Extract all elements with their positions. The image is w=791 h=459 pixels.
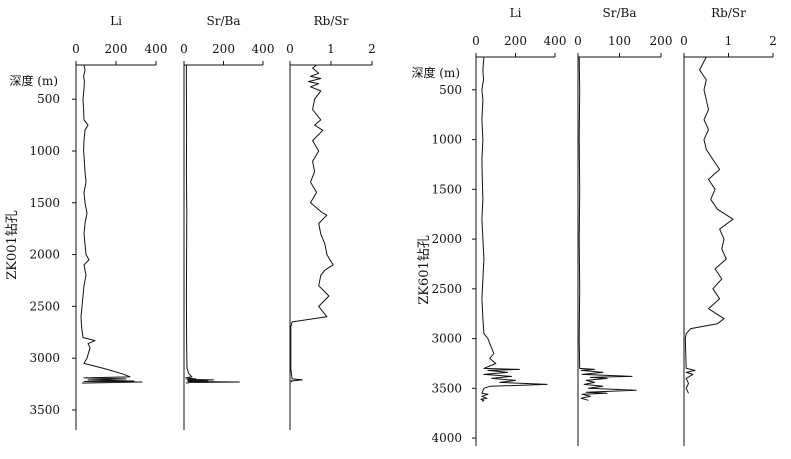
series-line-li (480, 56, 548, 402)
depth-tick-label: 1000 (29, 144, 60, 158)
depth-axis-label: 深度 (m) (9, 73, 58, 88)
x-tick-label: 0 (680, 34, 688, 48)
x-tick-label: 200 (105, 42, 128, 56)
series-line-rb-sr (290, 64, 334, 383)
x-tick-label: 1 (327, 42, 335, 56)
series-line-rb-sr (684, 56, 734, 394)
depth-tick-label: 3000 (431, 332, 462, 346)
series-line-li (80, 64, 143, 384)
depth-tick-label: 2000 (29, 248, 60, 262)
track-title: Li (110, 14, 122, 28)
depth-axis-label: 深度 (m) (411, 65, 460, 80)
depth-tick-label: 1500 (431, 182, 462, 196)
depth-tick-label: 3500 (431, 381, 462, 395)
x-tick-label: 2 (769, 34, 777, 48)
x-tick-label: 0 (472, 34, 480, 48)
well-label: ZK601钻孔 (417, 235, 432, 305)
x-tick-label: 100 (608, 34, 631, 48)
depth-tick-label: 3000 (29, 351, 60, 365)
x-tick-label: 200 (504, 34, 527, 48)
depth-tick-label: 3500 (29, 403, 60, 417)
x-tick-label: 0 (574, 34, 582, 48)
depth-tick-label: 500 (439, 83, 462, 97)
depth-tick-label: 1000 (431, 133, 462, 147)
x-tick-label: 400 (544, 34, 567, 48)
depth-tick-label: 1500 (29, 196, 60, 210)
x-tick-label: 0 (180, 42, 188, 56)
depth-tick-label: 2000 (431, 232, 462, 246)
depth-tick-label: 500 (37, 92, 60, 106)
depth-tick-label: 2500 (431, 282, 462, 296)
depth-tick-label: 2500 (29, 299, 60, 313)
well-label: ZK001钻孔 (5, 210, 20, 280)
track-title: Rb/Sr (711, 6, 746, 20)
track-title: Li (510, 6, 522, 20)
x-tick-label: 200 (650, 34, 673, 48)
x-tick-label: 400 (252, 42, 275, 56)
track-title: Sr/Ba (207, 14, 241, 28)
x-tick-label: 0 (286, 42, 294, 56)
x-tick-label: 0 (72, 42, 80, 56)
series-line-sr-ba (578, 56, 637, 401)
x-tick-label: 1 (725, 34, 733, 48)
series-line-sr-ba (185, 65, 240, 384)
x-tick-label: 2 (368, 42, 376, 56)
depth-tick-label: 4000 (431, 431, 462, 445)
track-title: Rb/Sr (314, 14, 349, 28)
x-tick-label: 400 (145, 42, 168, 56)
track-title: Sr/Ba (603, 6, 637, 20)
x-tick-label: 200 (212, 42, 235, 56)
